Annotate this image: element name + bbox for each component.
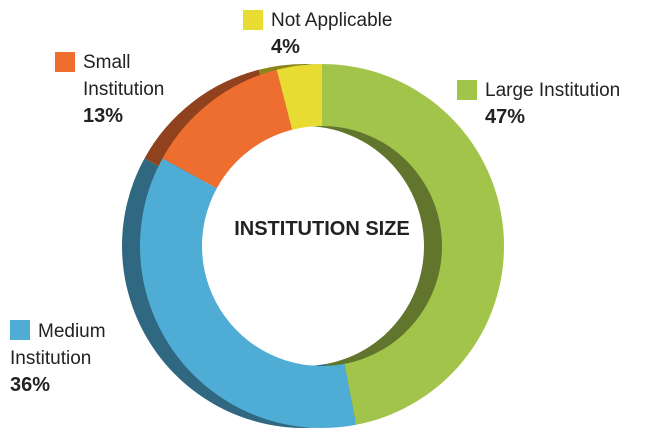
legend-label: Small Institution xyxy=(83,52,165,100)
chart-title: INSTITUTION SIZE xyxy=(234,218,410,240)
legend-text: Medium Institution xyxy=(10,321,106,369)
slice xyxy=(162,69,293,189)
legend-item: Large Institution 47% xyxy=(457,77,657,131)
legend-label: Medium Institution xyxy=(10,321,106,369)
legend-text: Not Applicable 4% xyxy=(271,7,392,61)
legend-swatch xyxy=(457,80,477,100)
slice xyxy=(322,64,505,425)
legend-label: Not Applicable xyxy=(271,10,393,31)
legend-swatch xyxy=(55,52,75,72)
data-label: 47% xyxy=(485,106,526,128)
data-label: 13% xyxy=(83,105,124,127)
slice xyxy=(276,64,322,130)
data-label: 4% xyxy=(271,36,300,58)
legend-swatch xyxy=(10,320,30,340)
legend-swatch xyxy=(243,10,263,30)
legend-text: Small Institution 13% xyxy=(83,49,205,130)
legend-item: Medium Institution 36% xyxy=(10,318,160,399)
slice xyxy=(139,158,357,428)
legend-label: Large Institution xyxy=(485,80,621,101)
legend-item: Not Applicable 4% xyxy=(243,7,443,61)
data-label: 36% xyxy=(10,374,51,396)
legend-text: Large Institution 47% xyxy=(485,77,620,131)
legend-item: Small Institution 13% xyxy=(55,49,205,130)
